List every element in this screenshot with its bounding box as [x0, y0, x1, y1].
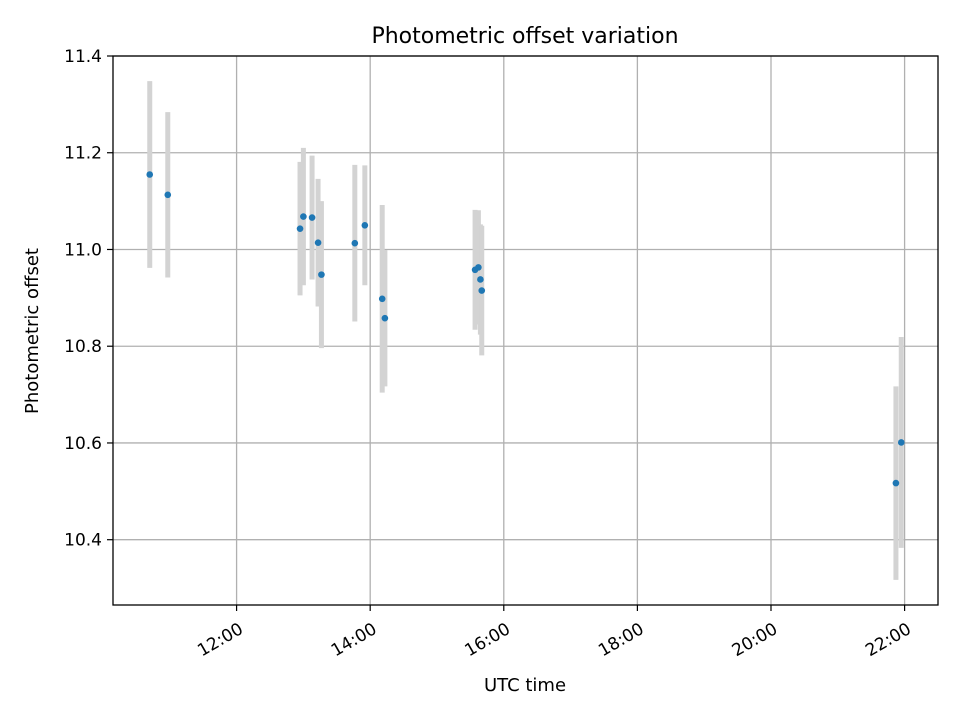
data-point — [475, 264, 482, 271]
data-point — [381, 314, 389, 322]
data-point — [478, 287, 486, 294]
y-tick-label: 11.2 — [64, 144, 102, 164]
data-point — [897, 439, 905, 446]
plot-frame — [112, 55, 939, 606]
data-point — [351, 239, 359, 247]
data-point — [318, 271, 325, 278]
x-axis-label: UTC time — [484, 675, 566, 696]
data-point — [892, 479, 900, 487]
data-point — [146, 171, 154, 178]
chart-title: Photometric offset variation — [371, 24, 678, 49]
data-point — [300, 213, 307, 220]
y-tick-label: 10.6 — [64, 434, 102, 454]
y-tick-label: 11.4 — [64, 47, 102, 67]
data-point — [164, 191, 172, 199]
data-point — [296, 225, 304, 232]
y-tick-label: 10.8 — [64, 337, 102, 357]
data-point — [361, 221, 369, 229]
y-tick-label: 10.4 — [64, 531, 102, 551]
y-axis-label: Photometric offset — [22, 248, 43, 414]
data-point — [477, 276, 484, 283]
point-layer — [146, 171, 905, 487]
data-point — [378, 295, 386, 303]
y-tick-label: 11.0 — [64, 240, 102, 260]
data-point — [314, 239, 322, 247]
data-point — [308, 214, 316, 221]
